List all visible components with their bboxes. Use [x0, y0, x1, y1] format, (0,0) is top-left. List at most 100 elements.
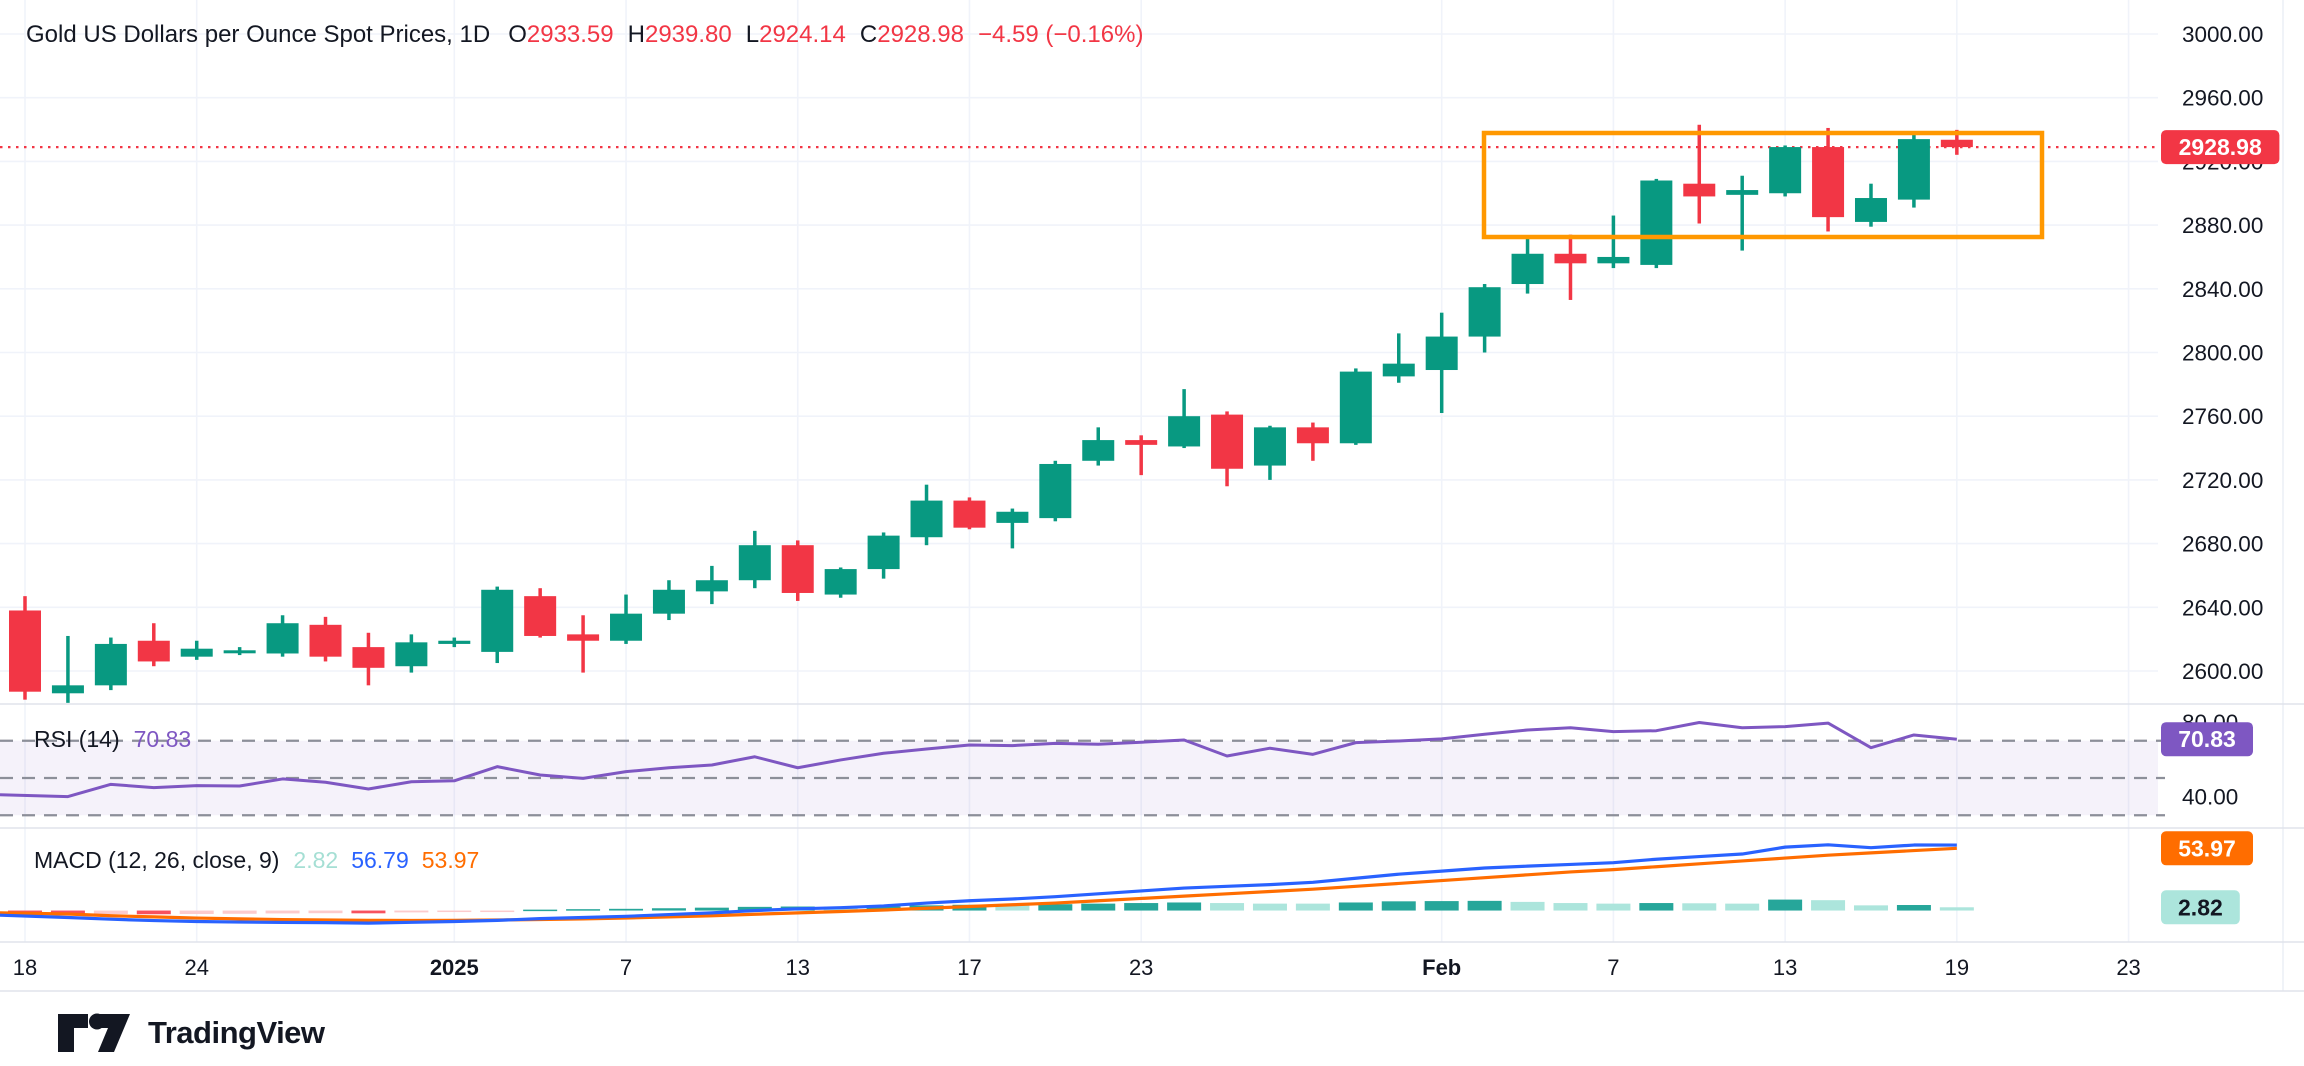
macd-histogram-bar: [694, 907, 729, 911]
candle-body: [223, 650, 256, 654]
svg-text:2928.98: 2928.98: [2179, 134, 2262, 160]
candle-body: [1168, 416, 1201, 447]
svg-text:2880.00: 2880.00: [2182, 213, 2263, 238]
macd-histogram-bar: [308, 910, 343, 914]
macd-histogram-bar: [50, 910, 85, 915]
candle-body: [1897, 139, 1930, 200]
rsi-legend: RSI (14) 70.83: [34, 726, 204, 753]
macd-histogram-bar: [1553, 903, 1588, 911]
macd-hist-value: 2.82: [293, 847, 339, 873]
macd-histogram-bar: [1510, 901, 1545, 911]
candle-body: [610, 613, 643, 641]
macd-histogram-bar: [394, 910, 429, 913]
tradingview-mark-icon: [58, 1013, 130, 1052]
pane-separators: [0, 703, 2304, 992]
rsi-value: 70.83: [133, 726, 192, 752]
close-price-badge: [2161, 130, 2280, 165]
macd-histogram-bar: [265, 910, 300, 914]
svg-text:53.97: 53.97: [2178, 835, 2236, 861]
time-axis[interactable]: 18 24 2025 7 13 17 23 Feb 7 13 19 23: [13, 955, 2141, 980]
candle-wick: [581, 615, 585, 673]
candle-body: [824, 569, 857, 595]
macd-hist-badge: [2161, 890, 2240, 925]
macd-histogram-bar: [1596, 903, 1631, 911]
candle-body: [1940, 139, 1973, 148]
ohlc-open: O2933.59: [508, 21, 614, 48]
candle-body: [524, 596, 557, 636]
candle-wick: [1010, 508, 1015, 549]
macd-histogram-bar: [179, 910, 214, 915]
svg-text:40.00: 40.00: [2182, 785, 2238, 810]
candle-body: [1683, 183, 1716, 197]
candle-body: [1339, 371, 1372, 444]
macd-histogram-bar: [1038, 904, 1073, 911]
axis-badges: 2928.98 70.83 53.97 2.82: [2161, 130, 2280, 925]
candle-body: [1296, 427, 1329, 444]
candle-body: [309, 624, 342, 657]
macd-label[interactable]: MACD (12, 26, close, 9): [34, 847, 280, 873]
candle-body: [9, 610, 41, 692]
candle-body: [438, 640, 471, 644]
svg-text:13: 13: [785, 955, 809, 980]
candle-body: [1468, 287, 1501, 337]
candle-body: [1769, 147, 1802, 194]
ohlc-close: C2928.98: [859, 21, 964, 48]
macd-histogram-bar: [1811, 900, 1846, 911]
candle-body: [352, 647, 385, 668]
macd-histogram-bar: [1338, 902, 1373, 911]
svg-text:23: 23: [1129, 955, 1153, 980]
candle-body: [652, 589, 685, 614]
rsi-value-badge: [2161, 722, 2253, 757]
candle-wick: [1697, 124, 1702, 224]
candle-body: [266, 623, 299, 654]
candle-body: [953, 500, 986, 528]
svg-text:70.83: 70.83: [2178, 726, 2236, 752]
macd-histogram-bar: [1210, 903, 1245, 911]
macd-histogram-bar: [1252, 903, 1287, 911]
macd-histogram-bar: [1467, 900, 1502, 911]
macd-histogram-bar: [480, 910, 515, 913]
candle-wick: [66, 635, 70, 703]
candles: [9, 124, 1973, 703]
candle-wick: [1139, 435, 1143, 476]
candle-body: [1082, 440, 1115, 461]
ohlc-low: L2924.14: [745, 21, 846, 48]
candle-body: [395, 642, 428, 667]
macd-histogram-bar: [136, 910, 171, 915]
ohlc-high: H2939.80: [627, 21, 732, 48]
rsi-pane: [0, 721, 2165, 817]
macd-histogram-bar: [1124, 903, 1159, 911]
svg-text:2960.00: 2960.00: [2182, 86, 2263, 111]
tradingview-logo[interactable]: TradingView: [58, 1012, 325, 1054]
svg-text:7: 7: [620, 955, 632, 980]
macd-histogram-bar: [737, 906, 772, 911]
svg-text:17: 17: [957, 955, 981, 980]
candle-body: [1726, 190, 1759, 195]
svg-text:Feb: Feb: [1422, 955, 1461, 980]
candle-body: [910, 500, 943, 538]
macd-histogram-bar: [1424, 901, 1459, 911]
macd-histogram-bar: [1167, 902, 1202, 911]
price-change: −4.59 (−0.16%): [977, 21, 1144, 48]
macd-histogram-bar: [1768, 899, 1803, 911]
macd-signal-value: 53.97: [421, 847, 480, 873]
candle-wick: [1397, 333, 1401, 383]
candle-body: [94, 643, 127, 686]
macd-line-value: 56.79: [351, 847, 409, 873]
candle-body: [1511, 253, 1544, 285]
macd-histogram-bar: [1939, 907, 1974, 911]
svg-text:2680.00: 2680.00: [2182, 532, 2263, 557]
macd-histogram-bar: [566, 909, 601, 911]
candle-body: [1597, 256, 1630, 264]
macd-histogram-bar: [1853, 905, 1888, 911]
price-range-box-annotation[interactable]: [1481, 130, 2045, 240]
symbol-title[interactable]: Gold US Dollars per Ounce Spot Prices, 1…: [26, 21, 491, 48]
rsi-label[interactable]: RSI (14): [34, 726, 120, 752]
macd-histogram-bar: [995, 904, 1030, 911]
svg-text:23: 23: [2116, 955, 2140, 980]
candle-body: [996, 511, 1029, 523]
candle-body: [1425, 336, 1458, 371]
macd-histogram-bar: [1295, 903, 1330, 911]
macd-histogram-bar: [437, 910, 472, 913]
